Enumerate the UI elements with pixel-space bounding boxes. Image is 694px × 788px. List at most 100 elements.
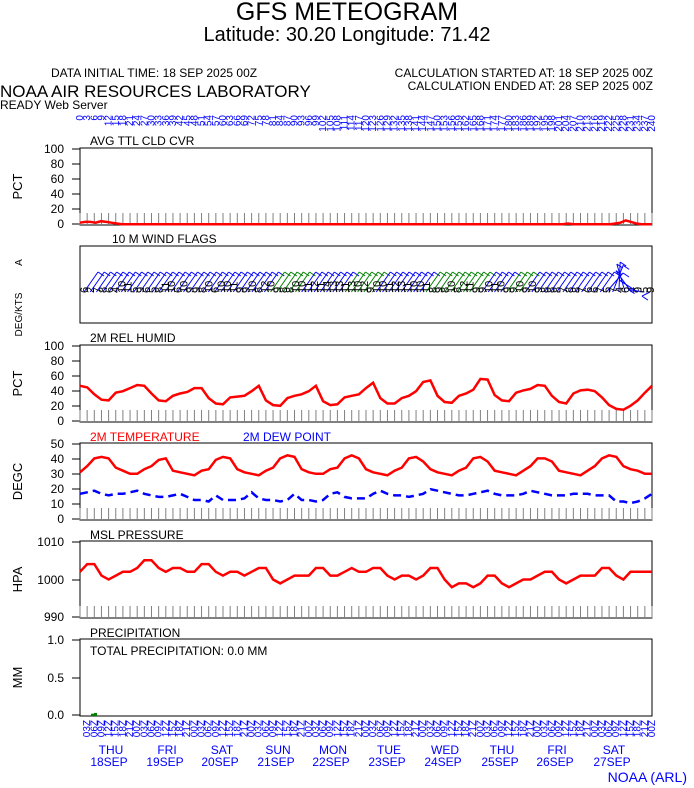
humidity-y-tick-label: 60	[51, 369, 65, 383]
wind-speed-label: 12	[359, 281, 371, 293]
top-hour-label: 96	[304, 115, 315, 127]
bottom-hour-label: 09Z	[382, 720, 393, 737]
top-hour-label: 45	[182, 115, 193, 127]
wind-barb-shaft	[120, 271, 136, 293]
bottom-hour-label: 18Z	[404, 720, 415, 737]
wind-speed-label: 11	[315, 282, 327, 293]
precip-ylabel: MM	[10, 667, 25, 689]
wind-barb	[487, 271, 509, 293]
top-hour-label: 42	[175, 115, 186, 127]
wind-barb-shaft	[481, 271, 497, 293]
wind-speed-label: 10	[203, 281, 215, 293]
top-hour-label: 180	[504, 115, 515, 132]
top-hour-label: 99	[311, 115, 322, 127]
wind-speed-label: 13	[396, 281, 408, 293]
date-label: 21SEP	[257, 755, 294, 769]
cloud-cover-ylabel: PCT	[10, 173, 25, 199]
bottom-hour-label: 00Z	[189, 720, 200, 737]
wind-speed-label: 9	[191, 287, 203, 293]
top-hour-label: 231	[626, 115, 637, 132]
bottom-hour-label: 21Z	[182, 720, 193, 737]
wind-barb-shaft	[214, 271, 230, 293]
bottom-hour-label: 06Z	[318, 720, 329, 737]
wind-speed-label: 11	[160, 282, 172, 293]
wind-speed-label: 7	[608, 287, 620, 293]
wind-barb-feather	[377, 271, 385, 277]
wind-barb-shaft	[628, 289, 644, 293]
wind-speed-label: 10	[483, 281, 495, 293]
wind-speed-label: 10	[266, 281, 278, 293]
wind-barb	[506, 271, 528, 293]
bottom-hour-label: 06Z	[89, 720, 100, 737]
wind-barb	[307, 271, 329, 293]
wind-barb-feather	[209, 271, 217, 277]
wind-barb-shaft	[220, 271, 236, 293]
bottom-hour-label: 09Z	[211, 720, 222, 737]
wind-barb	[568, 271, 590, 293]
wind-barb-shaft	[152, 271, 167, 293]
wind-barb-feather	[365, 271, 372, 277]
wind-barb-shaft	[195, 271, 211, 293]
top-hour-label: 144	[418, 115, 429, 132]
wind-barb	[369, 271, 391, 293]
bottom-hour-label: 09Z	[96, 720, 107, 737]
bottom-hour-label: 06Z	[547, 720, 558, 737]
wind-speed-label: 9	[234, 287, 246, 293]
top-hour-label: 0	[75, 115, 86, 121]
bottom-hour-label: 15Z	[225, 720, 236, 737]
wind-barb-shaft	[344, 271, 360, 293]
wind-barb	[120, 271, 142, 293]
wind-speed-label: 5	[129, 287, 141, 293]
wind-barb-feather	[103, 271, 111, 277]
wind-barb-shaft	[96, 271, 111, 293]
wind-barb-shaft	[587, 271, 603, 293]
wind-barb-feather	[278, 271, 285, 277]
calculation-started: CALCULATION STARTED AT: 18 SEP 2025 00Z	[394, 66, 653, 80]
bottom-hour-label: 03Z	[368, 720, 379, 737]
wind-speed-label: 12	[309, 281, 321, 293]
wind-barb-feather	[427, 271, 434, 277]
top-hour-label: 153	[440, 115, 451, 132]
wind-barb	[431, 271, 453, 293]
wind-barb-shaft	[400, 271, 416, 293]
wind-barb	[127, 271, 148, 293]
wind-barb-feather	[526, 271, 534, 277]
wind-barb-shaft	[469, 271, 485, 293]
wind-barb-feather	[178, 271, 186, 277]
bottom-hour-label: 09Z	[325, 720, 336, 737]
wind-speed-label: 6	[172, 287, 184, 293]
bottom-hour-label: 09Z	[440, 720, 451, 737]
top-hour-label: 15	[111, 115, 122, 127]
bottom-hour-label: 18Z	[118, 720, 129, 737]
wind-barb-shaft	[338, 271, 354, 293]
wind-barb-feather	[184, 271, 192, 277]
wind-barb-shaft	[518, 271, 534, 293]
wind-speed-label: 2	[85, 287, 97, 293]
bottom-hour-label: 18Z	[518, 720, 529, 737]
wind-barb-shaft	[618, 262, 621, 293]
wind-barb-shaft	[183, 271, 198, 293]
top-hour-label: 54	[204, 115, 215, 127]
top-hour-label: 195	[540, 115, 551, 132]
wind-speed-label: 11	[303, 282, 315, 293]
wind-barb	[562, 271, 584, 293]
wind-barb-shaft	[263, 271, 279, 293]
top-hour-label: 24	[132, 115, 143, 127]
bottom-hour-label: 09Z	[497, 720, 508, 737]
wind-barb-feather	[551, 271, 559, 277]
bottom-hour-label: 00Z	[361, 720, 372, 737]
wind-barb-shaft	[568, 271, 584, 293]
wind-speed-label: 7	[577, 287, 589, 293]
wind-barb	[245, 271, 266, 293]
wind-barb-feather	[564, 271, 571, 277]
wind-barb-feather	[641, 295, 649, 301]
wind-speed-label: 10	[353, 281, 365, 293]
wind-barb-shaft	[512, 271, 528, 293]
wind-barb-shaft	[413, 271, 429, 293]
wind-barb-feather	[284, 271, 291, 277]
top-hour-label: 216	[590, 115, 601, 132]
wind-barb-shaft	[102, 271, 118, 293]
location-subtitle: Latitude: 30.20 Longitude: 71.42	[203, 24, 491, 46]
wind-barb-feather	[197, 271, 204, 277]
day-label-sun: SUN	[265, 743, 290, 757]
